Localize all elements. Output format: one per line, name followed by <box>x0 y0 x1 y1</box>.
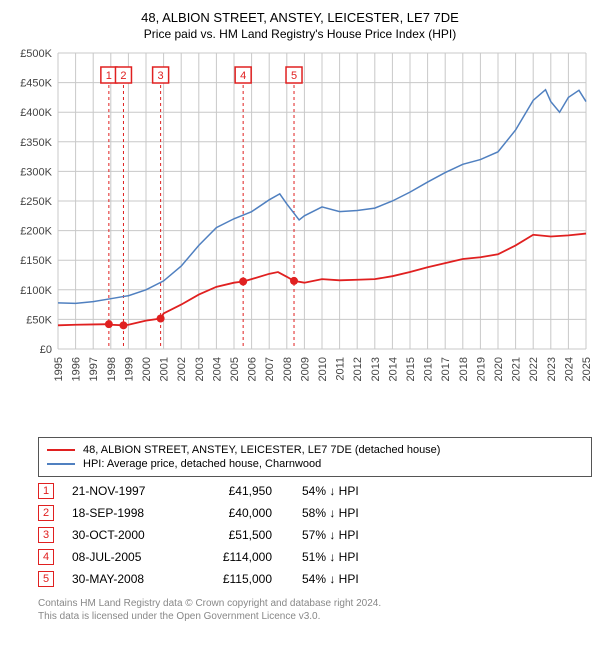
transaction-pct: 51% ↓ HPI <box>302 550 412 564</box>
svg-text:£150K: £150K <box>20 255 52 267</box>
transaction-price: £51,500 <box>192 528 302 542</box>
svg-text:2016: 2016 <box>423 357 435 381</box>
svg-text:£300K: £300K <box>20 166 52 178</box>
svg-text:2009: 2009 <box>299 357 311 381</box>
page-title: 48, ALBION STREET, ANSTEY, LEICESTER, LE… <box>8 10 592 25</box>
legend-row-series2: HPI: Average price, detached house, Char… <box>47 458 583 470</box>
svg-text:2011: 2011 <box>335 357 347 381</box>
svg-text:1995: 1995 <box>53 357 65 381</box>
legend-label-series2: HPI: Average price, detached house, Char… <box>83 458 321 470</box>
svg-text:£500K: £500K <box>20 49 52 60</box>
transaction-date: 30-OCT-2000 <box>72 528 192 542</box>
transaction-row: 3 30-OCT-2000£51,50057% ↓ HPI <box>38 527 592 543</box>
legend-label-series1: 48, ALBION STREET, ANSTEY, LEICESTER, LE… <box>83 444 440 456</box>
svg-text:2002: 2002 <box>176 357 188 381</box>
svg-text:£100K: £100K <box>20 285 52 297</box>
transaction-marker: 2 <box>38 505 54 521</box>
svg-text:2003: 2003 <box>194 357 206 381</box>
svg-text:2022: 2022 <box>528 357 540 381</box>
svg-text:1996: 1996 <box>71 357 83 381</box>
transaction-pct: 58% ↓ HPI <box>302 506 412 520</box>
transaction-pct: 57% ↓ HPI <box>302 528 412 542</box>
svg-text:2001: 2001 <box>159 357 171 381</box>
legend-swatch-series1 <box>47 449 75 451</box>
svg-text:2006: 2006 <box>247 357 259 381</box>
svg-text:4: 4 <box>240 70 246 82</box>
svg-text:2015: 2015 <box>405 357 417 381</box>
transaction-marker: 4 <box>38 549 54 565</box>
svg-text:2023: 2023 <box>546 357 558 381</box>
svg-text:2019: 2019 <box>475 357 487 381</box>
page-subtitle: Price paid vs. HM Land Registry's House … <box>8 27 592 41</box>
svg-text:3: 3 <box>158 70 164 82</box>
legend-row-series1: 48, ALBION STREET, ANSTEY, LEICESTER, LE… <box>47 444 583 456</box>
svg-text:2004: 2004 <box>211 357 223 381</box>
svg-text:2025: 2025 <box>581 357 592 381</box>
transaction-price: £114,000 <box>192 550 302 564</box>
transaction-marker: 1 <box>38 483 54 499</box>
transactions-table: 121-NOV-1997£41,95054% ↓ HPI218-SEP-1998… <box>38 483 592 587</box>
svg-text:2024: 2024 <box>563 357 575 381</box>
svg-text:1998: 1998 <box>106 357 118 381</box>
transaction-marker: 3 <box>38 527 54 543</box>
svg-text:2017: 2017 <box>440 357 452 381</box>
svg-text:1997: 1997 <box>88 357 100 381</box>
svg-text:2008: 2008 <box>282 357 294 381</box>
transaction-price: £40,000 <box>192 506 302 520</box>
svg-text:2: 2 <box>120 70 126 82</box>
transaction-pct: 54% ↓ HPI <box>302 572 412 586</box>
svg-text:2021: 2021 <box>511 357 523 381</box>
price-chart: £0 £50K £100K £150K £200K £250K £300K £350K £400… <box>8 49 592 429</box>
svg-text:2000: 2000 <box>141 357 153 381</box>
transaction-row: 2 18-SEP-1998£40,00058% ↓ HPI <box>38 505 592 521</box>
transaction-date: 21-NOV-1997 <box>72 484 192 498</box>
transaction-date: 30-MAY-2008 <box>72 572 192 586</box>
svg-text:2010: 2010 <box>317 357 329 381</box>
svg-text:2018: 2018 <box>458 357 470 381</box>
transaction-price: £115,000 <box>192 572 302 586</box>
svg-text:2013: 2013 <box>370 357 382 381</box>
svg-text:£0: £0 <box>40 344 52 356</box>
svg-text:1999: 1999 <box>123 357 135 381</box>
transaction-price: £41,950 <box>192 484 302 498</box>
svg-text:5: 5 <box>291 70 297 82</box>
svg-text:2005: 2005 <box>229 357 241 381</box>
transaction-row: 5 30-MAY-2008£115,00054% ↓ HPI <box>38 571 592 587</box>
legend-swatch-series2 <box>47 463 75 465</box>
svg-text:£400K: £400K <box>20 107 52 119</box>
footer-line-1: Contains HM Land Registry data © Crown c… <box>38 597 592 610</box>
transaction-row: 1 21-NOV-1997£41,95054% ↓ HPI <box>38 483 592 499</box>
svg-text:2020: 2020 <box>493 357 505 381</box>
transaction-pct: 54% ↓ HPI <box>302 484 412 498</box>
footer-attribution: Contains HM Land Registry data © Crown c… <box>38 597 592 623</box>
svg-text:1: 1 <box>106 70 112 82</box>
chart-svg: £0 £50K £100K £150K £200K £250K £300K £350K £400… <box>8 49 592 429</box>
svg-text:£450K: £450K <box>20 78 52 90</box>
transaction-date: 08-JUL-2005 <box>72 550 192 564</box>
legend-box: 48, ALBION STREET, ANSTEY, LEICESTER, LE… <box>38 437 592 477</box>
transaction-date: 18-SEP-1998 <box>72 506 192 520</box>
svg-text:£50K: £50K <box>26 314 52 326</box>
transaction-marker: 5 <box>38 571 54 587</box>
svg-text:2012: 2012 <box>352 357 364 381</box>
svg-text:£350K: £350K <box>20 137 52 149</box>
svg-text:£250K: £250K <box>20 196 52 208</box>
transaction-row: 4 08-JUL-2005£114,00051% ↓ HPI <box>38 549 592 565</box>
svg-text:2007: 2007 <box>264 357 276 381</box>
footer-line-2: This data is licensed under the Open Gov… <box>38 610 592 623</box>
svg-text:2014: 2014 <box>387 357 399 381</box>
svg-text:£200K: £200K <box>20 226 52 238</box>
